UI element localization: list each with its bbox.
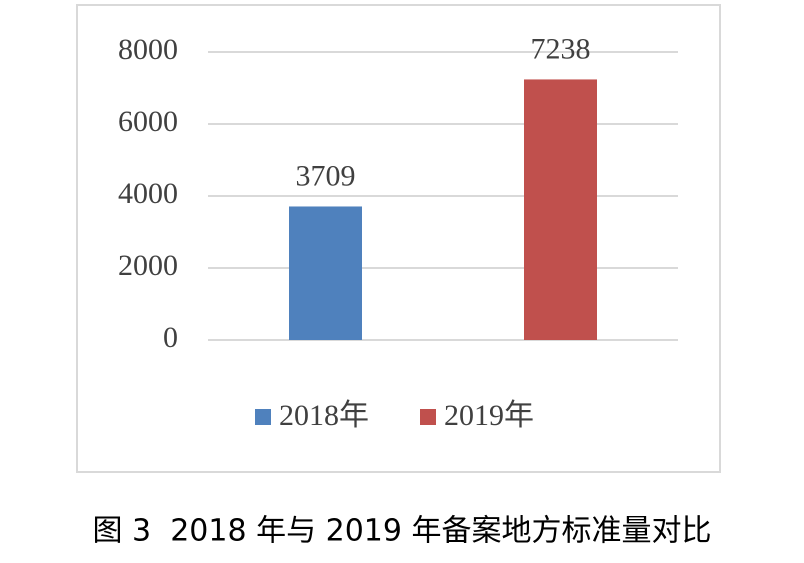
caption: 图 3 2018 年与 2019 年备案地方标准量对比 — [93, 514, 712, 549]
data-label: 3709 — [296, 159, 356, 192]
legend-swatch — [255, 409, 271, 425]
y-tick-label: 6000 — [118, 105, 178, 138]
y-tick-label: 8000 — [118, 33, 178, 66]
bar — [524, 79, 597, 340]
legend-swatch — [420, 409, 436, 425]
y-tick-label: 0 — [163, 321, 178, 354]
data-label: 7238 — [531, 32, 591, 65]
y-tick-label: 4000 — [118, 177, 178, 210]
y-tick-label: 2000 — [118, 249, 178, 282]
bar — [289, 206, 362, 340]
legend-label: 2018年 — [279, 399, 369, 432]
chart-frame — [76, 4, 721, 473]
legend-label: 2019年 — [444, 399, 534, 432]
